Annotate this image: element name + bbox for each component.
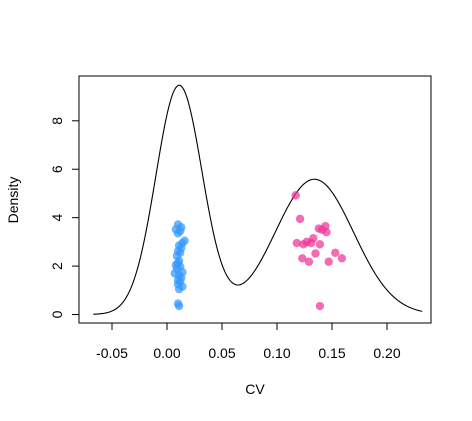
data-point [174, 301, 184, 311]
data-point [315, 301, 325, 311]
y-tick-label: 6 [49, 165, 65, 173]
x-tick-label: 0.00 [153, 345, 180, 361]
data-point [295, 214, 305, 224]
y-axis: 0 2 4 6 8 [49, 117, 80, 318]
density-curve [93, 84, 423, 315]
data-point [298, 254, 307, 263]
x-tick-label: 0.20 [373, 345, 400, 361]
data-point [306, 238, 316, 248]
x-axis-title: CV [245, 381, 265, 397]
data-point [304, 257, 314, 266]
data-point [331, 248, 340, 257]
x-tick-label: 0.10 [263, 345, 290, 361]
data-point [337, 254, 347, 263]
x-tick-label: -0.05 [96, 345, 128, 361]
y-axis-title: Density [5, 177, 21, 224]
y-tick-label: 0 [49, 310, 65, 318]
data-point [174, 284, 184, 294]
data-point [173, 229, 183, 238]
y-tick-label: 8 [49, 117, 65, 125]
data-point [291, 191, 300, 200]
x-axis: -0.05 0.00 0.05 0.10 0.15 0.20 [96, 322, 401, 361]
data-point [322, 227, 331, 237]
data-point [292, 238, 301, 248]
data-point [299, 240, 308, 249]
y-tick-label: 2 [49, 262, 65, 270]
data-point [324, 257, 333, 266]
data-point [315, 240, 325, 249]
data-point [311, 249, 320, 258]
x-tick-label: 0.05 [208, 345, 235, 361]
y-tick-label: 4 [49, 214, 65, 222]
x-tick-label: 0.15 [318, 345, 345, 361]
points-layer [170, 191, 347, 311]
